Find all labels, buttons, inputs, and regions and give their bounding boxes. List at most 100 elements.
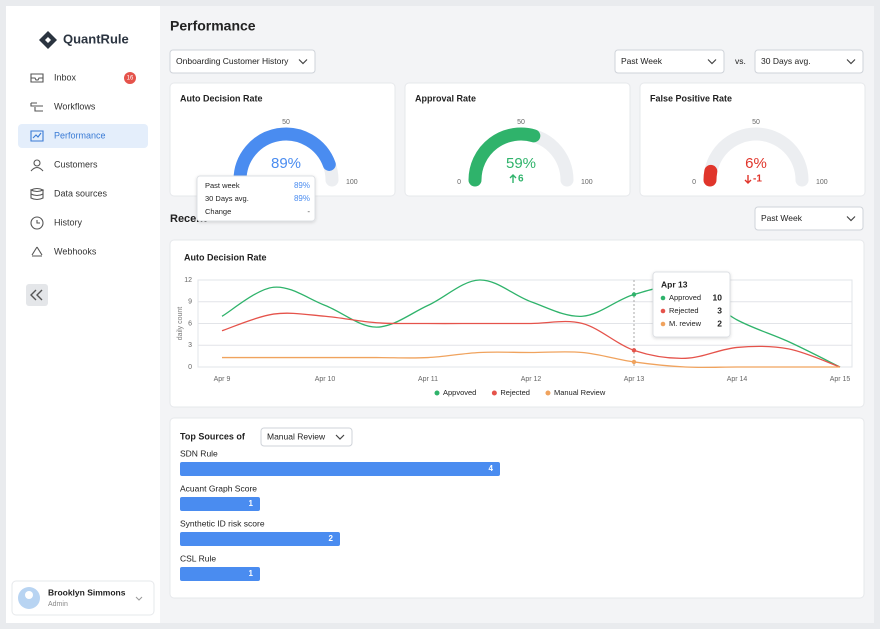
gauge-value: 89% xyxy=(271,155,301,172)
gauge-title: Auto Decision Rate xyxy=(180,93,263,103)
gauge-track xyxy=(703,127,809,187)
bar-category-label: Acuant Graph Score xyxy=(180,483,257,493)
tooltip-row-label: Change xyxy=(205,207,231,216)
hover-point xyxy=(631,292,637,297)
legend-label: Rejected xyxy=(500,388,530,397)
nav-badge-count: 16 xyxy=(127,76,134,82)
nav-item[interactable]: Workflows xyxy=(54,101,96,111)
flow-select-label: Onboarding Customer History xyxy=(176,56,289,66)
nav-icon xyxy=(30,130,44,142)
nav-item[interactable]: Performance xyxy=(54,130,106,140)
legend-swatch xyxy=(434,390,440,396)
tooltip-swatch xyxy=(660,308,666,314)
gauge-value-arc xyxy=(703,164,718,187)
nav-item[interactable]: Customers xyxy=(54,159,98,169)
tooltip-row-value: - xyxy=(307,207,310,216)
nav-item[interactable]: Data sources xyxy=(54,188,108,198)
source-filter-select-label: Manual Review xyxy=(267,431,326,441)
user-avatar-head xyxy=(25,591,33,599)
chevron-icon xyxy=(707,59,717,65)
chevron-icon xyxy=(335,434,345,440)
gauge-title: Approval Rate xyxy=(415,93,476,103)
tooltip-row-value: 3 xyxy=(717,305,722,315)
chart-title: Auto Decision Rate xyxy=(184,252,267,262)
y-axis-label: daily count xyxy=(177,307,184,341)
legend-swatch xyxy=(545,390,551,396)
x-tick-label: Apr 11 xyxy=(418,376,438,383)
tooltip-row-label: Approved xyxy=(669,293,701,302)
nav-item[interactable]: Webhooks xyxy=(54,246,97,256)
compare-select-label: 30 Days avg. xyxy=(761,56,811,66)
nav-icon xyxy=(30,73,44,83)
vs-label: vs. xyxy=(735,56,746,66)
gauge-tick-label: 50 xyxy=(517,119,525,126)
nav-active-highlight xyxy=(18,124,148,148)
gauge-tooltip xyxy=(196,175,316,222)
period-select[interactable] xyxy=(614,49,725,74)
x-tick-label: Apr 12 xyxy=(521,376,542,383)
line-series xyxy=(221,312,841,368)
user-menu-chevron xyxy=(135,596,143,601)
tooltip-row-label: Past week xyxy=(205,181,240,190)
bar-value-label: 4 xyxy=(489,464,494,473)
chevron-icon xyxy=(846,216,856,222)
legend-swatch xyxy=(491,390,497,396)
brand-name: QuantRule xyxy=(63,31,129,46)
nav-icon xyxy=(30,187,45,201)
page-title: Performance xyxy=(170,18,256,34)
gauge-tick-label: 100 xyxy=(346,179,358,186)
tooltip-swatch xyxy=(660,321,666,327)
chevron-icon xyxy=(298,59,308,65)
gauge-tick-label: 50 xyxy=(282,119,290,126)
nav-icon xyxy=(30,159,44,172)
change-arrow-icon xyxy=(509,174,517,183)
tooltip-row-label: M. review xyxy=(669,319,702,328)
hover-point xyxy=(631,359,637,365)
gauge-change: -1 xyxy=(753,174,762,185)
recent-period-select[interactable] xyxy=(754,206,864,231)
change-arrow-icon xyxy=(744,175,752,184)
x-tick-label: Apr 15 xyxy=(830,376,851,383)
bar-value-label: 1 xyxy=(249,499,254,508)
user-card[interactable] xyxy=(11,580,155,616)
legend-label: Manual Review xyxy=(554,388,606,397)
flow-select[interactable] xyxy=(169,49,316,74)
tooltip-row-value: 89% xyxy=(294,181,310,190)
tooltip-row-label: 30 Days avg. xyxy=(205,194,249,203)
sidebar xyxy=(6,6,160,623)
user-name: Brooklyn Simmons xyxy=(48,587,126,597)
nav-item[interactable]: History xyxy=(54,217,83,227)
gauge-tick-label: 0 xyxy=(457,179,461,186)
chart-tooltip xyxy=(652,271,731,338)
nav-icon xyxy=(30,102,43,112)
recent-period-select-label: Past Week xyxy=(761,213,803,223)
x-tick-label: Apr 9 xyxy=(214,376,231,383)
gauge-change: 6 xyxy=(518,174,524,185)
bar xyxy=(180,462,500,476)
collapse-icon xyxy=(30,289,43,301)
tooltip-row-value: 10 xyxy=(713,292,723,302)
x-tick-label: Apr 14 xyxy=(727,376,748,383)
hover-point xyxy=(631,348,637,353)
y-tick-label: 12 xyxy=(184,277,192,284)
chart-title: Top Sources of xyxy=(180,431,246,441)
y-tick-label: 0 xyxy=(188,364,192,371)
tooltip-row-value: 89% xyxy=(294,194,310,203)
bar xyxy=(180,532,340,546)
gauge-tick-label: 50 xyxy=(752,119,760,126)
gauge-value-arc xyxy=(468,127,541,187)
bar xyxy=(180,567,260,581)
gauge-value: 6% xyxy=(745,155,767,172)
compare-select[interactable] xyxy=(754,49,864,74)
nav-icon xyxy=(30,216,44,230)
gauge-tick-label: 100 xyxy=(816,179,828,186)
nav-item[interactable]: Inbox xyxy=(54,72,77,82)
chevron-icon xyxy=(846,59,856,65)
source-filter-select[interactable] xyxy=(260,427,353,447)
gauge-tick-label: 0 xyxy=(692,179,696,186)
bar-value-label: 1 xyxy=(249,569,254,578)
y-tick-label: 9 xyxy=(188,299,192,306)
bar xyxy=(180,497,260,511)
gauge-tick-label: 100 xyxy=(581,179,593,186)
